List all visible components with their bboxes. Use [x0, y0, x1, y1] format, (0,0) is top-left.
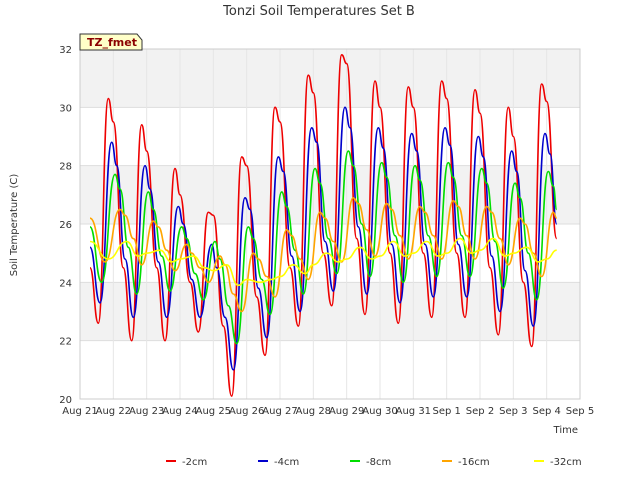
x-tick-label: Aug 25 [196, 406, 231, 417]
y-axis-title: Soil Temperature (C) [9, 174, 20, 277]
x-tick-label: Aug 30 [362, 406, 397, 417]
x-tick-label: Sep 2 [466, 406, 494, 417]
y-tick-label: 30 [59, 103, 72, 114]
legend-item: -4cm [258, 457, 299, 468]
legend-label: -2cm [182, 457, 207, 468]
legend-label: -4cm [274, 457, 299, 468]
series-layer [89, 54, 558, 397]
legend: -2cm -4cm -8cm -16cm -32cm [166, 457, 582, 468]
tz-fmet-badge: TZ_fmet [79, 33, 143, 51]
x-tick-label: Aug 31 [396, 406, 431, 417]
y-tick-label: 24 [59, 278, 72, 289]
legend-item: -8cm [350, 457, 391, 468]
x-tick-label: Aug 28 [296, 406, 331, 417]
legend-item: -16cm [442, 457, 490, 468]
x-tick-label: Aug 23 [129, 406, 164, 417]
x-tick-label: Sep 1 [432, 406, 460, 417]
legend-label: -32cm [550, 457, 582, 468]
x-tick-label: Sep 5 [566, 406, 594, 417]
series-line-16cm [89, 197, 558, 313]
badge-label: TZ_fmet [87, 36, 137, 49]
plot-band [80, 165, 580, 224]
x-tick-label: Sep 4 [532, 406, 560, 417]
plot-frame [79, 48, 581, 400]
x-tick-label: Aug 22 [96, 406, 131, 417]
y-tick-label: 26 [59, 220, 72, 231]
series-line-2cm [89, 54, 558, 397]
legend-item: -2cm [166, 457, 207, 468]
series-line-32cm [89, 237, 557, 287]
x-tick-label: Aug 29 [329, 406, 364, 417]
x-axis-title: Time [553, 425, 578, 436]
y-tick-label: 28 [59, 162, 72, 173]
series-line-8cm [89, 150, 558, 345]
x-tick-label: Aug 27 [262, 406, 297, 417]
legend-label: -8cm [366, 457, 391, 468]
x-tick-label: Aug 26 [229, 406, 264, 417]
y-tick-label: 22 [59, 337, 72, 348]
chart-title: Tonzi Soil Temperatures Set B [222, 4, 415, 19]
y-tick-label: 20 [59, 395, 72, 406]
series-line-4cm [89, 106, 558, 371]
x-tick-label: Aug 24 [162, 406, 197, 417]
plot-band [80, 282, 580, 341]
legend-item: -32cm [534, 457, 582, 468]
y-tick-label: 32 [59, 45, 72, 56]
x-tick-label: Aug 21 [62, 406, 97, 417]
x-tick-label: Sep 3 [499, 406, 527, 417]
plot-band [80, 49, 580, 108]
legend-label: -16cm [458, 457, 490, 468]
